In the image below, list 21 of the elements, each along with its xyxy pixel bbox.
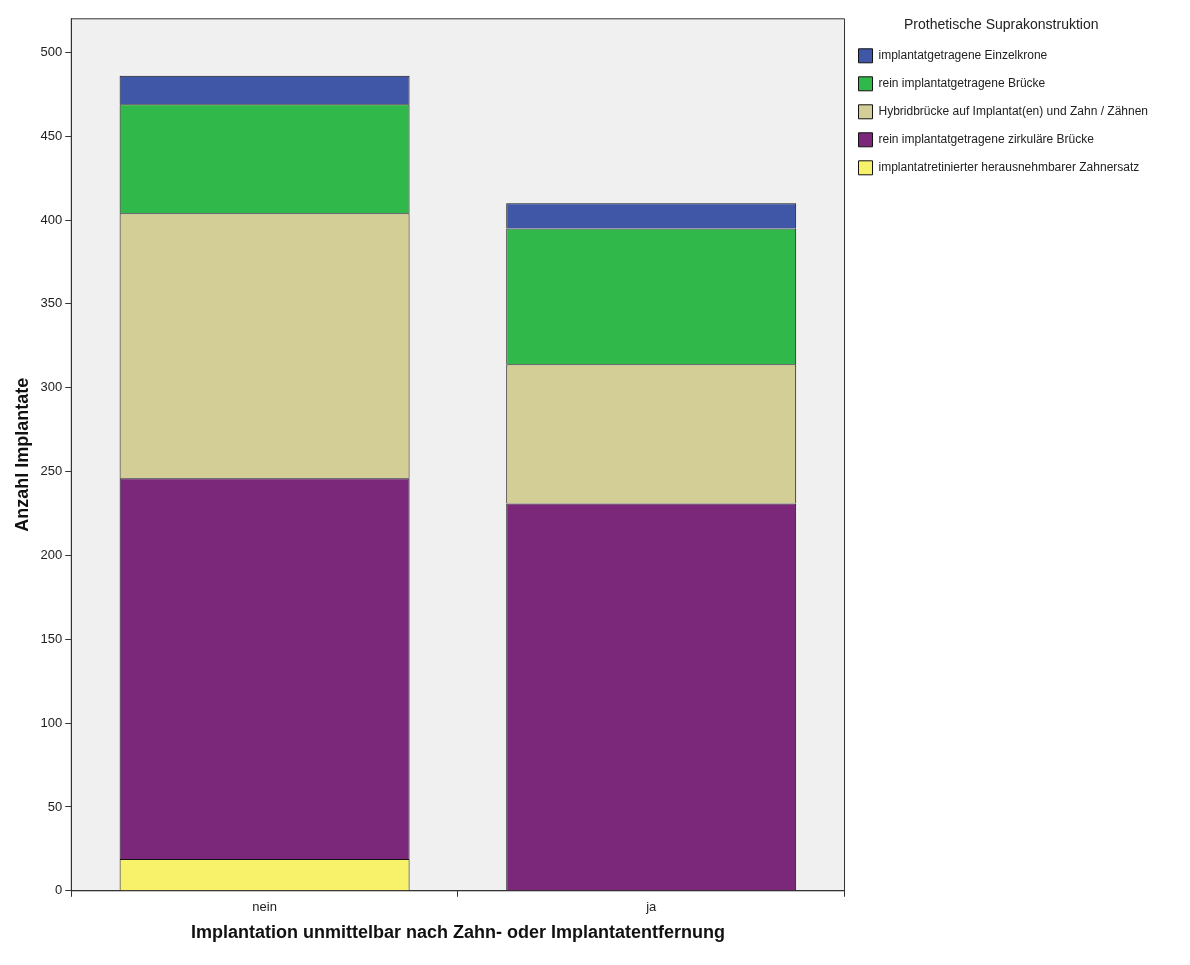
y-tick-label: 450: [40, 127, 63, 143]
legend-label: rein implantatgetragene zirkuläre Brücke: [878, 132, 1095, 147]
x-axis-title: Implantation unmittelbar nach Zahn- oder Implantatentfernung: [190, 922, 725, 943]
y-tick-label: 100: [40, 714, 63, 730]
x-tick-label: nein: [252, 899, 277, 915]
legend-label: Hybridbrücke auf Implantat(en) und Zahn / Zähnen: [878, 104, 1148, 119]
y-tick-label: 250: [40, 463, 63, 479]
y-axis-title: Anzahl Implantate: [11, 377, 32, 532]
y-tick-label: 50: [47, 798, 63, 814]
x-tick-label: ja: [645, 899, 658, 915]
legend-label: implantatretinierter herausnehmbarer Zahnersatz: [878, 160, 1140, 175]
legend-label: rein implantatgetragene Brücke: [878, 76, 1046, 91]
y-tick-label: 0: [55, 882, 63, 898]
y-tick-label: 300: [40, 379, 63, 395]
y-tick-label: 150: [40, 630, 63, 646]
y-tick-label: 350: [40, 295, 63, 311]
y-tick-label: 200: [40, 546, 63, 562]
y-tick-label: 400: [40, 211, 63, 227]
legend-title: Prothetische Suprakonstruktion: [903, 15, 1099, 32]
legend-label: implantatgetragene Einzelkrone: [878, 48, 1048, 63]
y-tick-label: 500: [40, 43, 63, 59]
